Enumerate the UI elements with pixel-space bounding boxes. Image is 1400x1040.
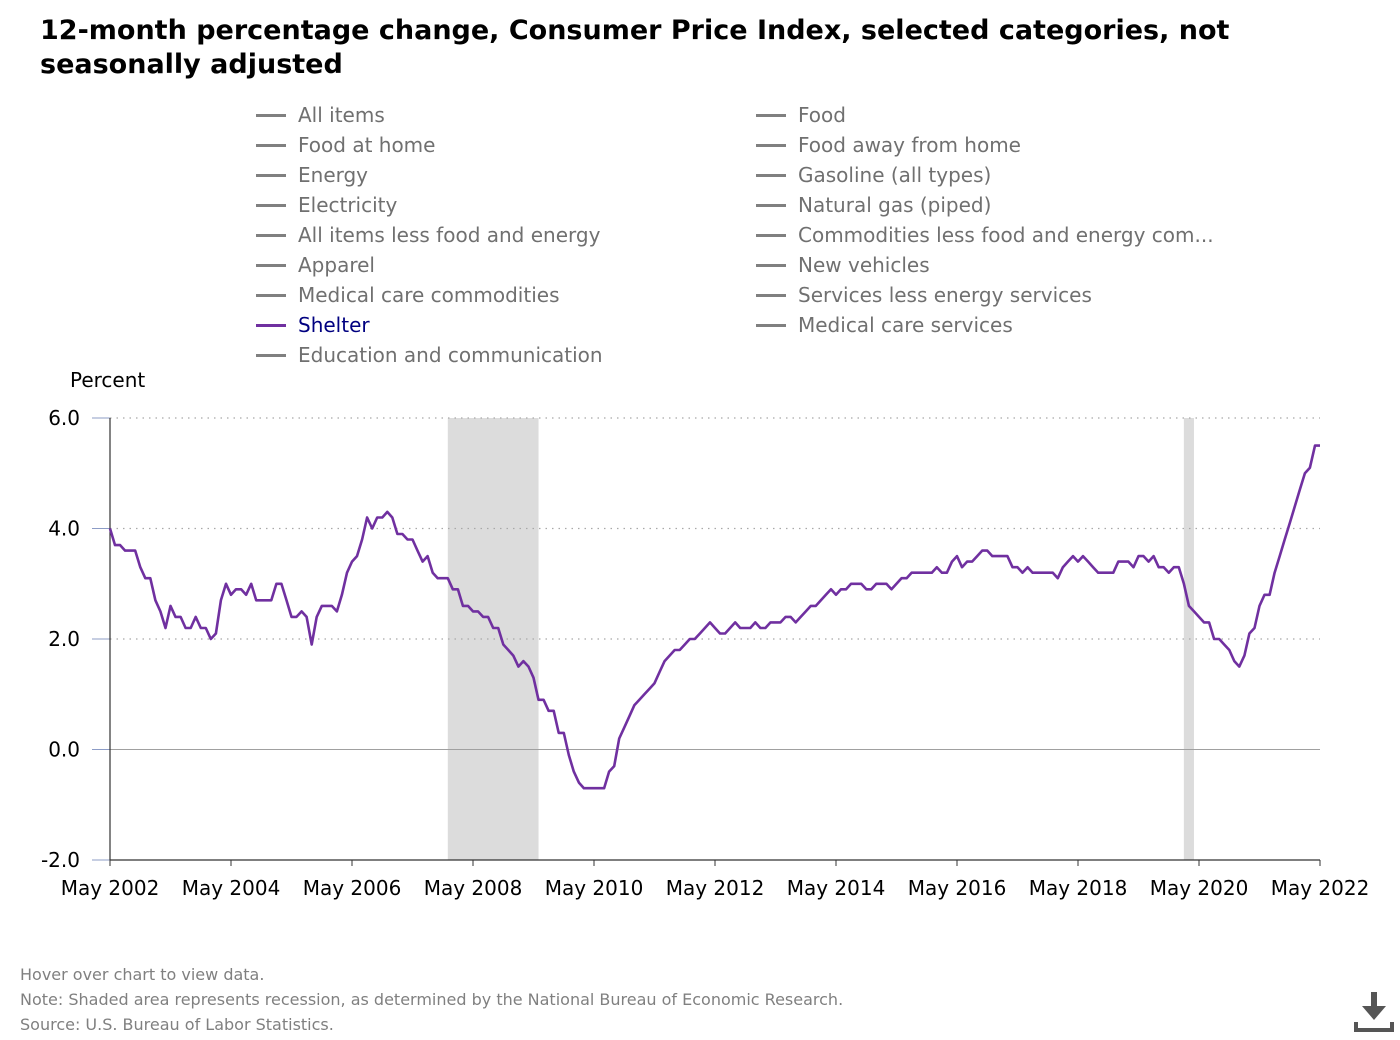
legend-swatch bbox=[256, 173, 286, 177]
legend-item[interactable]: Energy bbox=[256, 160, 368, 190]
legend-swatch bbox=[756, 323, 786, 327]
hover-note: Hover over chart to view data. bbox=[20, 965, 265, 984]
legend-item[interactable]: Medical care services bbox=[756, 310, 1013, 340]
legend-item[interactable]: All items less food and energy bbox=[256, 220, 600, 250]
legend-item[interactable]: Gasoline (all types) bbox=[756, 160, 991, 190]
legend-item[interactable]: Shelter bbox=[256, 310, 370, 340]
legend-label: Services less energy services bbox=[798, 283, 1092, 307]
legend-item[interactable]: Food away from home bbox=[756, 130, 1021, 160]
legend-label: All items less food and energy bbox=[298, 223, 601, 247]
legend-item[interactable]: New vehicles bbox=[756, 250, 930, 280]
legend-label: Commodities less food and energy com... bbox=[798, 223, 1214, 247]
recession-band bbox=[1183, 418, 1194, 860]
x-tick-label: May 2018 bbox=[1029, 876, 1128, 900]
legend-item[interactable]: Food at home bbox=[256, 130, 435, 160]
series-line-shelter[interactable] bbox=[108, 444, 1320, 790]
y-tick-label: 4.0 bbox=[48, 517, 80, 541]
legend-swatch bbox=[756, 293, 786, 297]
legend-swatch bbox=[256, 293, 286, 297]
x-tick-label: May 2012 bbox=[666, 876, 765, 900]
legend-swatch bbox=[256, 203, 286, 207]
line-chart[interactable]: 6.0 4.0 2.0 0.0 -2.0 May 2002 May 2004 May 2006… bbox=[0, 400, 1400, 900]
y-axis-label: Percent bbox=[70, 368, 146, 392]
legend-item[interactable]: Apparel bbox=[256, 250, 375, 280]
legend-label: Food at home bbox=[298, 133, 436, 157]
legend-swatch bbox=[756, 263, 786, 267]
y-tick-label: -2.0 bbox=[41, 848, 80, 872]
legend-swatch bbox=[256, 353, 286, 357]
legend-swatch bbox=[756, 173, 786, 177]
x-tick-label: May 2008 bbox=[424, 876, 523, 900]
legend-item[interactable]: All items bbox=[256, 100, 385, 130]
legend-swatch bbox=[756, 203, 786, 207]
legend-item[interactable]: Education and communication bbox=[256, 340, 603, 370]
chart-footer: Hover over chart to view data. Note: Sha… bbox=[20, 962, 843, 1037]
legend-swatch bbox=[256, 263, 286, 267]
legend-swatch bbox=[756, 233, 786, 237]
x-tick-label: May 2010 bbox=[545, 876, 644, 900]
recession-note: Note: Shaded area represents recession, … bbox=[20, 990, 844, 1009]
x-tick-label: May 2006 bbox=[303, 876, 402, 900]
legend-swatch bbox=[256, 233, 286, 237]
x-tick-label: May 2022 bbox=[1271, 876, 1370, 900]
legend-label: Food away from home bbox=[798, 133, 1021, 157]
legend-label: New vehicles bbox=[798, 253, 930, 277]
x-tick-label: May 2002 bbox=[61, 876, 160, 900]
legend-label: Natural gas (piped) bbox=[798, 193, 992, 217]
legend-label: Food bbox=[798, 103, 846, 127]
legend-item[interactable]: Commodities less food and energy com... bbox=[756, 220, 1214, 250]
x-tick-label: May 2016 bbox=[908, 876, 1007, 900]
recession-band bbox=[447, 418, 539, 860]
legend-swatch bbox=[256, 323, 286, 327]
legend-label: All items bbox=[298, 103, 385, 127]
legend-swatch bbox=[256, 143, 286, 147]
legend-swatch bbox=[756, 113, 786, 117]
legend-label: Medical care services bbox=[798, 313, 1013, 337]
y-tick-label: 2.0 bbox=[48, 627, 80, 651]
legend-item[interactable]: Medical care commodities bbox=[256, 280, 559, 310]
y-tick-label: 0.0 bbox=[48, 738, 80, 762]
legend-swatch bbox=[256, 113, 286, 117]
legend-item[interactable]: Services less energy services bbox=[756, 280, 1092, 310]
legend-label: Shelter bbox=[298, 313, 370, 337]
x-tick-label: May 2014 bbox=[787, 876, 886, 900]
chart-title: 12-month percentage change, Consumer Pri… bbox=[40, 15, 1230, 80]
legend-item[interactable]: Food bbox=[756, 100, 846, 130]
legend-item[interactable]: Natural gas (piped) bbox=[756, 190, 991, 220]
legend-label: Electricity bbox=[298, 193, 398, 217]
source-note: Source: U.S. Bureau of Labor Statistics. bbox=[20, 1015, 334, 1034]
x-tick-label: May 2020 bbox=[1150, 876, 1249, 900]
legend-label: Education and communication bbox=[298, 343, 603, 367]
legend-label: Medical care commodities bbox=[298, 283, 560, 307]
download-icon[interactable] bbox=[1352, 990, 1396, 1034]
y-tick-label: 6.0 bbox=[48, 406, 80, 430]
legend-label: Energy bbox=[298, 163, 369, 187]
legend-label: Apparel bbox=[298, 253, 375, 277]
legend-item[interactable]: Electricity bbox=[256, 190, 397, 220]
legend-label: Gasoline (all types) bbox=[798, 163, 992, 187]
legend-swatch bbox=[756, 143, 786, 147]
x-tick-label: May 2004 bbox=[182, 876, 281, 900]
